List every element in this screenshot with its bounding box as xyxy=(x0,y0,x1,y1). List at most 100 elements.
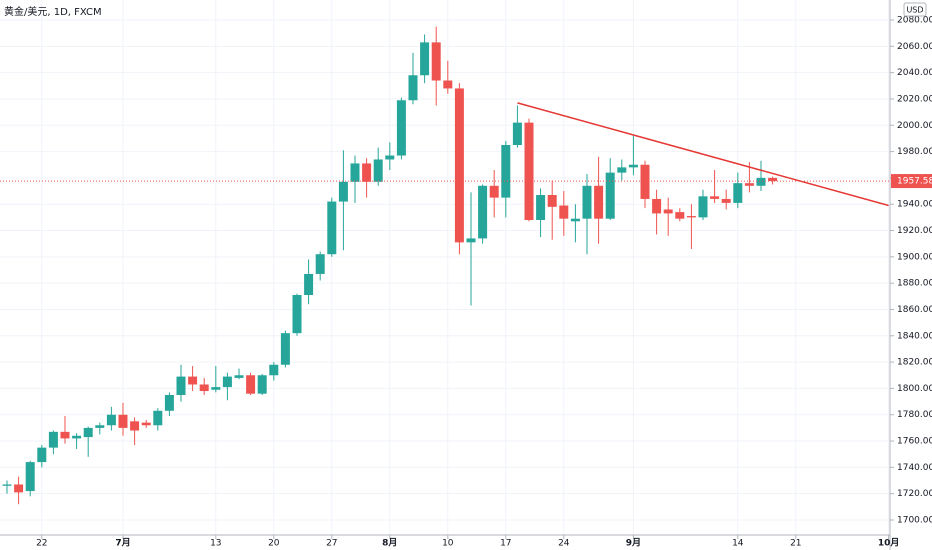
candle-body xyxy=(721,198,731,203)
x-tick-label: 14 xyxy=(732,539,744,549)
x-tick-label: 22 xyxy=(36,539,47,549)
candle-body xyxy=(570,218,580,222)
candle-body xyxy=(605,172,615,219)
candle-body xyxy=(338,181,348,202)
candle-body xyxy=(686,216,696,218)
candle-body xyxy=(327,201,337,255)
y-tick-label: 2020.00 xyxy=(897,94,932,104)
y-tick-label: 2000.00 xyxy=(897,121,932,131)
candle-body xyxy=(524,122,534,220)
y-tick-label: 2080.00 xyxy=(897,16,932,26)
y-tick-label: 1920.00 xyxy=(897,226,932,236)
axes: 1700.00 1720.00 1740.00 1760.00 1780.00 1800.… xyxy=(36,16,932,549)
candle-body xyxy=(292,295,302,334)
y-tick-label: 1700.00 xyxy=(897,516,932,526)
candle-body xyxy=(733,183,743,203)
y-tick-label: 1740.00 xyxy=(897,463,932,473)
candle-body xyxy=(756,177,766,186)
candle-body xyxy=(95,425,105,428)
x-tick-label: 8月 xyxy=(382,538,397,549)
y-tick-label: 1840.00 xyxy=(897,331,932,341)
y-tick-label: 2040.00 xyxy=(897,68,932,78)
candle-body xyxy=(744,183,754,186)
candle-body xyxy=(350,163,360,182)
x-tick-label: 13 xyxy=(210,539,221,549)
candle-body xyxy=(362,163,372,182)
y-tick-label: 1940.00 xyxy=(897,200,932,210)
candle-body xyxy=(443,80,453,89)
x-tick-label: 10 xyxy=(442,539,454,549)
y-tick-label: 1900.00 xyxy=(897,252,932,262)
y-tick-label: 1780.00 xyxy=(897,410,932,420)
x-tick-label: 10月 xyxy=(878,538,900,549)
y-tick-label: 1880.00 xyxy=(897,279,932,289)
candle-body xyxy=(408,75,418,101)
candle-body xyxy=(199,384,209,392)
x-tick-label: 20 xyxy=(268,539,280,549)
candle-body xyxy=(489,185,499,198)
candle-body xyxy=(536,195,546,220)
candle-body xyxy=(188,376,198,385)
candle-body xyxy=(2,484,12,486)
candle-body xyxy=(246,375,256,394)
candle-body xyxy=(675,212,685,219)
candle-body xyxy=(48,431,58,448)
currency-box[interactable] xyxy=(903,2,927,17)
candle-body xyxy=(153,410,163,426)
candle-body xyxy=(280,333,290,365)
candle-body xyxy=(176,376,186,395)
candle-body xyxy=(269,364,279,376)
y-tick-label: 2060.00 xyxy=(897,42,932,52)
candle-body xyxy=(640,164,650,199)
candle-body xyxy=(501,145,511,198)
candle-body xyxy=(118,414,128,428)
last-price-box xyxy=(891,174,932,189)
last-price-label: 1957.58 xyxy=(897,177,932,187)
candle-body xyxy=(617,167,627,173)
candle-body xyxy=(25,462,35,492)
candle-body xyxy=(373,159,383,182)
plot xyxy=(0,26,890,505)
candle-body xyxy=(559,205,569,219)
candle-body xyxy=(222,376,232,388)
candle-body xyxy=(512,122,522,145)
candle-body xyxy=(420,42,430,76)
candle-body xyxy=(547,195,557,207)
y-tick-label: 1980.00 xyxy=(897,147,932,157)
candle-body xyxy=(396,100,406,156)
x-tick-label: 21 xyxy=(790,539,801,549)
grid xyxy=(0,0,890,535)
candle-body xyxy=(710,196,720,199)
candle-body xyxy=(257,375,267,394)
chart-title: 黄金/美元, 1D, FXCM xyxy=(4,5,102,18)
candle-body xyxy=(304,273,314,295)
candle-body xyxy=(164,395,174,411)
candle-body xyxy=(431,42,441,81)
candle-body xyxy=(466,238,476,243)
candle-body xyxy=(628,164,638,168)
candle-body xyxy=(83,427,93,438)
candle-body xyxy=(234,375,244,378)
x-tick-label: 24 xyxy=(558,539,570,549)
trend-line xyxy=(517,102,889,207)
candle-body xyxy=(698,196,708,218)
candle-body xyxy=(594,185,604,219)
x-tick-label: 9月 xyxy=(626,538,641,549)
y-tick-label: 1800.00 xyxy=(897,384,932,394)
candle-body xyxy=(478,185,488,239)
candle-body xyxy=(582,185,592,219)
candle-body xyxy=(60,431,70,439)
y-tick-label: 1720.00 xyxy=(897,489,932,499)
candle-body xyxy=(14,484,24,493)
candle-body xyxy=(72,435,82,439)
candle-body xyxy=(37,447,47,463)
candle-body xyxy=(652,198,662,214)
x-tick-label: 7月 xyxy=(115,538,130,549)
currency-label: USD xyxy=(906,6,923,15)
candle-body xyxy=(315,254,325,274)
candle-body xyxy=(385,155,395,160)
candle-body xyxy=(141,422,151,426)
